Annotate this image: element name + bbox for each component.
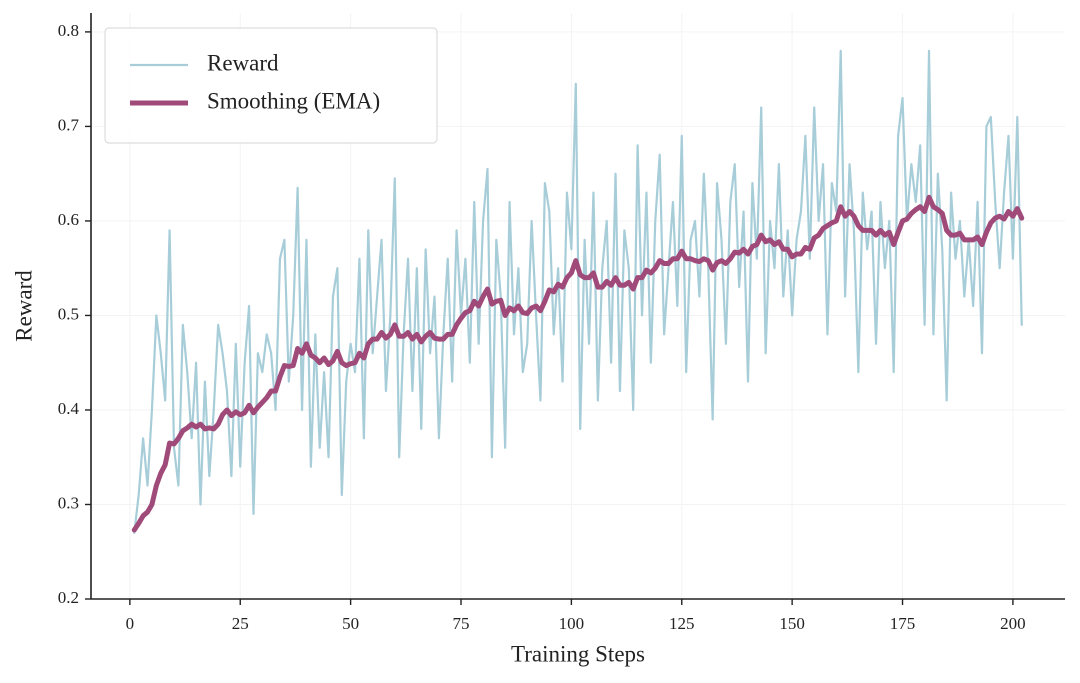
series-line (131, 194, 1025, 533)
y-tick-label: 0.7 (58, 115, 80, 134)
legend-label: Reward (207, 50, 279, 75)
x-axis-label: Training Steps (511, 641, 645, 666)
legend-box (104, 27, 438, 144)
x-tick-label: 175 (890, 614, 916, 633)
y-tick-label: 0.8 (58, 21, 79, 40)
x-tick-label: 50 (342, 614, 359, 633)
x-tick-label: 200 (1000, 614, 1026, 633)
y-tick-label: 0.3 (58, 493, 79, 512)
series-line (133, 49, 1023, 534)
x-tick-label: 0 (126, 614, 135, 633)
plot-lines (131, 49, 1025, 534)
legend: Reward Smoothing (EMA) (104, 27, 438, 144)
x-tick-label: 100 (559, 614, 585, 633)
y-tick-label: 0.2 (58, 588, 79, 607)
y-axis-label: Reward (11, 270, 36, 342)
y-tick-label: 0.5 (58, 304, 79, 323)
x-tick-label: 25 (232, 614, 249, 633)
y-tick-label: 0.6 (58, 210, 79, 229)
x-tick-label: 150 (779, 614, 805, 633)
ticks: 0 25 50 75 100 125 150 175 200 0.2 0.3 0.4 0.5 0.6 0.7… (58, 21, 1026, 633)
legend-label: Smoothing (EMA) (207, 88, 380, 113)
x-tick-label: 125 (669, 614, 695, 633)
y-tick-label: 0.4 (58, 399, 80, 418)
x-tick-label: 75 (452, 614, 469, 633)
